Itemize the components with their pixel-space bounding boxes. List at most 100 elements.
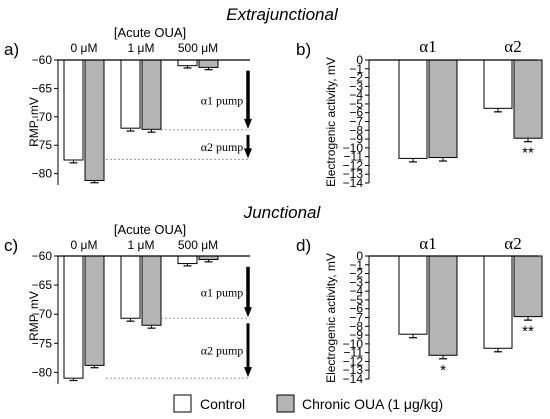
bar (141, 255, 162, 326)
y-tick-label: −3 (349, 79, 363, 93)
bar (84, 59, 105, 181)
y-tick-label: −12 (343, 158, 364, 172)
panel-label: d) (296, 236, 311, 255)
bar (428, 59, 458, 159)
pump-arrowhead (244, 148, 252, 159)
legend-swatch-control (173, 394, 192, 413)
y-tick-label: −2 (349, 71, 363, 85)
bar (177, 59, 198, 67)
y-tick-label: −6 (349, 302, 363, 316)
y-tick-label: −7 (349, 115, 363, 129)
legend: Control Chronic OUA (1 μg/kg) (173, 394, 443, 413)
bar (483, 59, 513, 109)
bar (483, 255, 513, 349)
y-axis-label: Electrogenic activity, mV (324, 253, 338, 383)
axis-header: [Acute OUA] (114, 25, 186, 40)
y-tick-label: −80 (32, 167, 53, 181)
bar (120, 59, 141, 129)
category-label: 500 μM (178, 41, 218, 55)
y-tick-label: −70 (32, 110, 53, 124)
y-tick-label: −60 (32, 53, 53, 67)
y-tick-label: −11 (344, 150, 364, 164)
y-tick-label: −75 (32, 138, 53, 152)
significance-mark: * (440, 362, 446, 379)
y-tick-label: −6 (349, 106, 363, 120)
y-tick-label: −65 (32, 81, 53, 95)
panel-b: b) Electrogenic activity, mV 0−1−2−3−4−5−6… (296, 37, 543, 190)
pump-arrowhead (244, 307, 252, 318)
y-tick-label: −9 (349, 132, 363, 146)
legend-label-chronic: Chronic OUA (1 μg/kg) (302, 396, 443, 412)
section-title-extrajunctional: Extrajunctional (226, 5, 339, 24)
category-label: 500 μM (178, 238, 218, 252)
y-tick-label: −75 (32, 336, 53, 350)
y-axis-label: RMP, mV (27, 97, 41, 147)
bar (63, 59, 84, 161)
y-tick-label: 0 (356, 53, 363, 67)
y-tick-label: −60 (32, 249, 53, 263)
bar (198, 59, 219, 68)
bar (398, 255, 428, 335)
y-tick-label: −14 (343, 176, 364, 190)
y-tick-label: −5 (349, 97, 363, 111)
pump-arrowhead (244, 118, 252, 129)
y-tick-label: −8 (349, 123, 363, 137)
panel-c: c) [Acute OUA] RMP, mV −60 −65 −70 −75 −80 0 μM 1… (4, 222, 252, 384)
legend-swatch-chronic (276, 394, 295, 413)
category-label: α2 (504, 234, 521, 253)
y-tick-label: −8 (349, 319, 363, 333)
pump-label: α1 pump (201, 93, 244, 107)
axis-header: [Acute OUA] (114, 222, 186, 237)
bar (120, 255, 141, 319)
y-tick-label: −4 (349, 284, 363, 298)
y-tick-label: −9 (349, 328, 363, 342)
bar (84, 255, 105, 366)
significance-mark: ** (522, 323, 534, 340)
panel-a: a) [Acute OUA] RMP, mV −60 −65 −70 −75 −80 0 μM 1… (4, 25, 252, 185)
bar (513, 255, 543, 318)
category-label: 0 μM (71, 238, 98, 252)
panel-d: d) Electrogenic activity, mV 0−1−2−3−4−5−6… (296, 234, 543, 386)
y-axis-label: RMP, mV (27, 291, 41, 341)
y-tick-label: −80 (32, 365, 53, 379)
bar (513, 59, 543, 139)
legend-label-control: Control (200, 396, 245, 412)
y-tick-label: −11 (344, 346, 364, 360)
bar (177, 255, 198, 265)
y-tick-label: 0 (356, 249, 363, 263)
category-label: α1 (419, 234, 436, 253)
y-tick-label: −13 (343, 363, 364, 377)
pump-label: α2 pump (201, 344, 244, 358)
y-tick-label: −1 (349, 62, 363, 76)
y-tick-label: −7 (349, 311, 363, 325)
y-tick-label: −3 (349, 275, 363, 289)
bar (141, 59, 162, 130)
panel-label: b) (296, 40, 311, 59)
bar (428, 255, 458, 356)
y-axis-label: Electrogenic activity, mV (324, 57, 338, 187)
y-tick-label: −10 (343, 337, 364, 351)
category-label: 0 μM (71, 41, 98, 55)
y-tick-label: −70 (32, 307, 53, 321)
y-tick-label: −10 (343, 141, 364, 155)
y-tick-label: −5 (349, 293, 363, 307)
y-tick-label: −1 (349, 258, 363, 272)
category-label: α2 (504, 37, 521, 56)
category-label: 1 μM (128, 41, 155, 55)
pump-arrowhead (244, 367, 252, 378)
y-tick-label: −14 (343, 372, 364, 386)
category-label: α1 (419, 37, 436, 56)
category-label: 1 μM (128, 238, 155, 252)
y-tick-label: −65 (32, 278, 53, 292)
y-tick-label: −4 (349, 88, 363, 102)
y-tick-label: −13 (343, 167, 364, 181)
bar (63, 255, 84, 379)
panel-label: a) (4, 40, 19, 59)
panel-label: c) (4, 236, 18, 255)
y-tick-label: −12 (343, 354, 364, 368)
significance-mark: ** (522, 145, 534, 162)
bar (398, 59, 428, 159)
y-tick-label: −2 (349, 267, 363, 281)
section-title-junctional: Junctional (243, 203, 322, 222)
